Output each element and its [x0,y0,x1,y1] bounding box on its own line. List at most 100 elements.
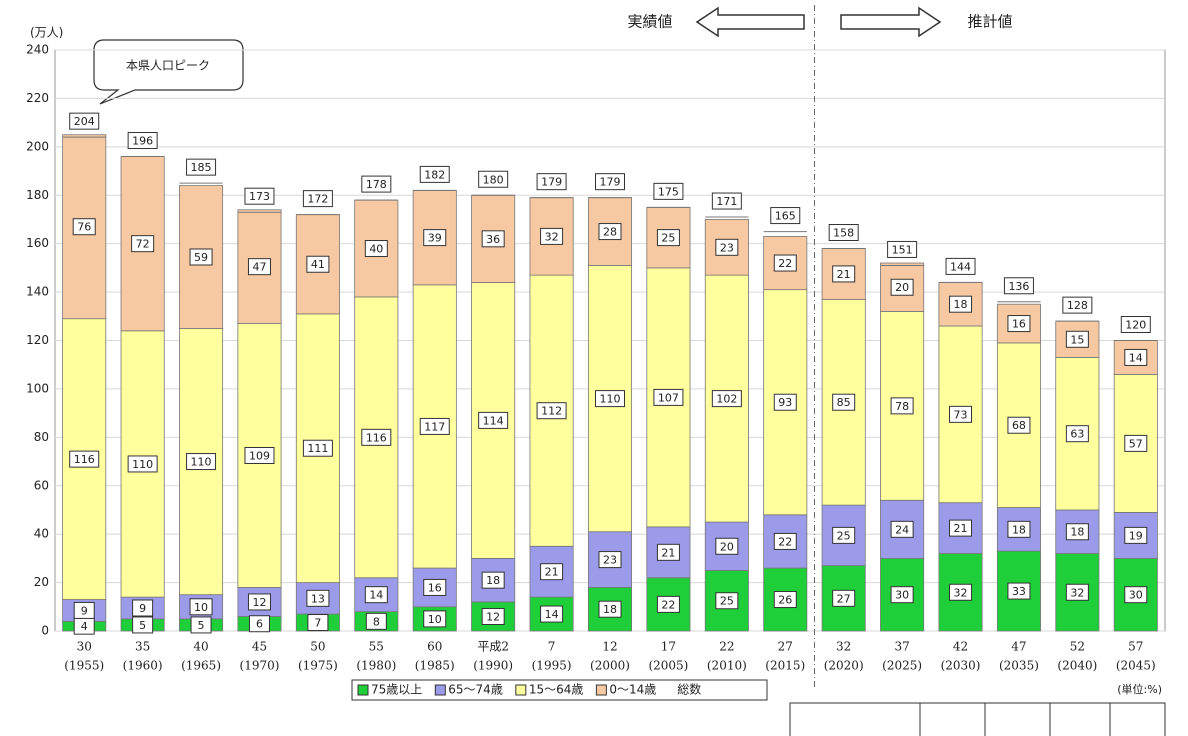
value-label: 10 [194,601,208,614]
x-tick-label: 27 [778,640,793,654]
value-label: 112 [541,405,562,418]
value-label-box [656,543,680,561]
value-label: 59 [194,251,208,264]
value-label-box [653,388,684,406]
value-label-box [1124,586,1148,604]
total-label-box [186,158,217,176]
value-label: 19 [1129,529,1143,542]
value-label: 25 [661,232,675,245]
value-label-box [247,258,271,276]
value-label-box [478,411,509,429]
value-label-box [832,589,856,607]
x-tick-label: 37 [894,640,909,654]
bar-segment [996,303,1041,344]
value-label-box [361,428,392,446]
value-label-box [949,519,973,537]
x-tick-label: (2030) [941,659,981,673]
total-label-box [244,187,275,205]
y-tick-label: 180 [26,188,49,202]
value-label: 12 [252,596,266,609]
y-tick-label: 120 [26,333,49,347]
value-label-box [1065,330,1089,348]
value-label: 93 [778,396,792,409]
value-label: 21 [837,268,851,281]
value-label-box [244,446,275,464]
value-label-box [306,589,330,607]
value-label: 41 [311,258,325,271]
total-label: 144 [950,260,971,273]
value-label: 102 [716,393,737,406]
value-label-box [419,417,450,435]
legend-label: 総数 [677,682,701,697]
x-tick-label: 35 [135,640,150,654]
x-tick-label: (2040) [1057,659,1097,673]
total-label: 136 [1008,280,1029,293]
value-label-box [189,248,213,266]
value-label: 14 [1129,351,1143,364]
bar-segment [587,197,633,266]
value-label: 32 [954,586,968,599]
total-label: 196 [132,135,153,148]
value-label-box [364,586,388,604]
value-label-box [890,586,914,604]
value-label: 18 [1070,526,1084,539]
value-label-box [598,223,622,241]
total-label: 171 [716,195,737,208]
value-label: 72 [136,238,150,251]
value-label-box [949,295,973,313]
value-label: 107 [658,391,679,404]
x-tick-label: 57 [1128,640,1143,654]
value-label: 14 [369,589,383,602]
total-label: 172 [307,193,328,206]
value-label-box [190,616,212,634]
y-tick-label: 160 [26,236,49,250]
value-label: 16 [1012,318,1026,331]
value-label-box [132,616,154,634]
total-label: 165 [775,210,796,223]
total-label: 158 [833,227,854,240]
value-label-box [365,612,387,630]
value-label: 28 [603,226,617,239]
value-label: 68 [1012,419,1026,432]
x-tick-label: (1980) [356,659,396,673]
total-label-box [536,173,567,191]
value-label-box [540,605,564,623]
x-tick-label: (1985) [415,659,455,673]
value-label-box [1065,425,1089,443]
value-label: 36 [486,233,500,246]
legend-label: 15～64歳 [529,683,584,697]
value-label-box [1007,520,1031,538]
value-label-box [72,218,96,236]
value-label-box [69,450,100,468]
total-label: 185 [191,161,212,174]
value-label: 78 [895,400,909,413]
value-label-box [715,238,739,256]
total-label: 173 [249,190,270,203]
value-label: 25 [720,595,734,608]
value-label: 25 [837,529,851,542]
value-label-box [423,229,447,247]
x-tick-label: 平成2 [477,640,509,654]
x-tick-label: 47 [1011,640,1026,654]
value-label-box [132,599,154,617]
x-tick-label: (1995) [532,659,572,673]
value-label-box [1007,416,1031,434]
x-tick-label: (1970) [240,659,280,673]
x-tick-label: (1965) [181,659,221,673]
value-label: 32 [545,230,559,243]
value-label-box [773,532,797,550]
value-label-box [306,255,330,273]
value-label-box [1007,315,1031,333]
value-label: 117 [424,420,445,433]
value-label: 110 [600,393,621,406]
total-label-box [478,170,509,188]
y-tick-label: 100 [26,381,49,395]
value-label-box [536,402,567,420]
total-label-box [595,173,625,191]
value-label: 39 [428,232,442,245]
y-tick-label: 220 [26,91,49,105]
y-tick-label: 140 [26,285,49,299]
value-label: 24 [895,523,909,536]
value-label: 23 [603,554,617,567]
value-label-box [423,578,447,596]
